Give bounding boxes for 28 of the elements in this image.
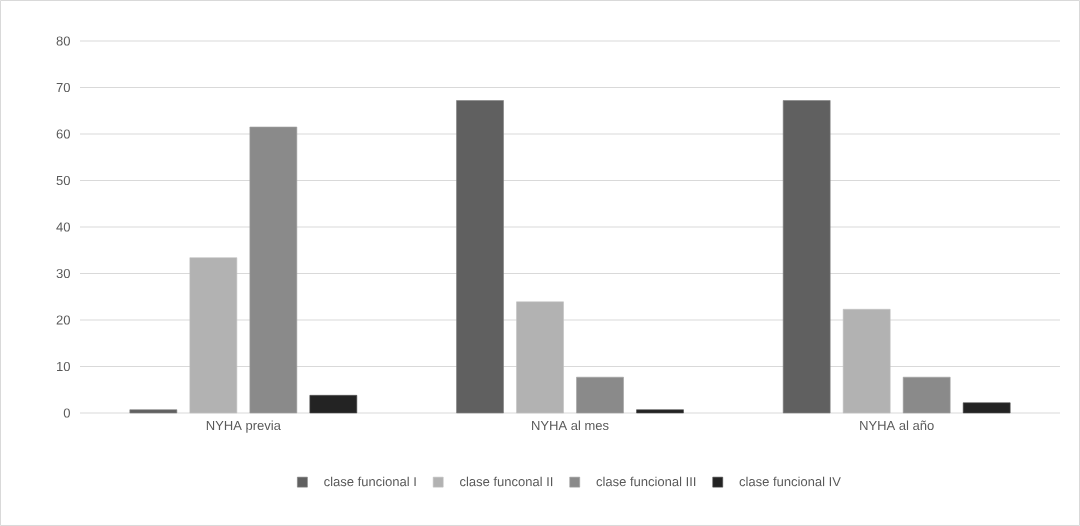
y-tick-label: 50 [56, 175, 70, 186]
x-tick-label: NYHA al mes [532, 420, 609, 431]
legend-label: clase funconal II [460, 476, 553, 487]
x-tick-label: NYHA al año [860, 420, 934, 431]
bar [516, 301, 564, 414]
legend-label: clase funcional III [596, 476, 696, 487]
x-tick-label: NYHA previa [206, 420, 281, 433]
y-tick-label: 0 [63, 408, 70, 418]
y-tick-label: 20 [56, 315, 70, 325]
y-tick-label: 40 [56, 222, 70, 232]
bar [902, 376, 951, 414]
bar [456, 100, 504, 414]
bar [842, 308, 891, 414]
y-tick-label: 80 [56, 36, 70, 46]
bar [636, 409, 684, 414]
bar [782, 100, 831, 414]
y-tick-label: 70 [56, 82, 70, 93]
legend-label: clase funcional I [324, 476, 416, 487]
y-tick-label: 10 [57, 361, 70, 372]
bar [249, 126, 298, 414]
bar [309, 395, 358, 414]
bar [129, 409, 178, 414]
legend-label: clase funcional IV [739, 476, 841, 487]
bar [189, 257, 238, 414]
y-tick-label: 30 [56, 268, 70, 279]
y-tick-label: 60 [56, 129, 70, 139]
bar [576, 376, 624, 414]
bar [962, 402, 1011, 414]
